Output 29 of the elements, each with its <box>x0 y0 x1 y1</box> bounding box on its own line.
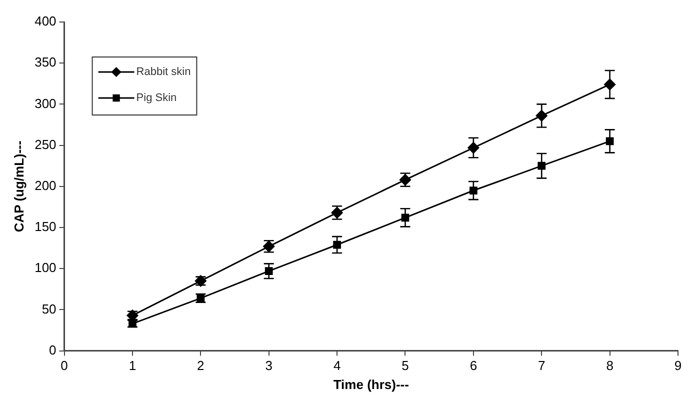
x-tick-label: 4 <box>333 358 341 374</box>
x-tick-label: 2 <box>197 358 204 374</box>
x-tick-label: 9 <box>674 358 682 374</box>
legend-label: Pig Skin <box>136 92 177 104</box>
x-axis-title: Time (hrs)--- <box>333 376 409 392</box>
y-tick-label: 200 <box>34 178 56 193</box>
legend-label: Rabbit skin <box>136 66 191 78</box>
x-tick-label: 7 <box>538 358 546 374</box>
x-tick-label: 6 <box>470 358 478 374</box>
point <box>604 78 616 90</box>
point <box>468 142 480 154</box>
x-tick-label: 8 <box>606 358 614 374</box>
y-tick-label: 350 <box>34 54 56 70</box>
point <box>401 214 410 222</box>
y-tick-label: 100 <box>34 260 56 276</box>
y-tick-label: 150 <box>34 219 56 234</box>
point <box>536 110 548 122</box>
y-tick-label: 250 <box>34 136 56 152</box>
y-tick-label: 0 <box>49 342 56 358</box>
point <box>538 162 546 170</box>
point <box>606 137 614 146</box>
x-tick-label: 5 <box>402 358 409 374</box>
y-tick-label: 400 <box>34 14 56 29</box>
y-tick-label: 300 <box>34 96 56 111</box>
x-tick-label: 1 <box>128 358 136 374</box>
x-tick-label: 0 <box>60 358 68 374</box>
y-axis-title: CAP (ug/mL)--- <box>11 140 26 232</box>
y-tick-label: 50 <box>42 301 56 316</box>
x-tick-label: 3 <box>265 358 272 374</box>
